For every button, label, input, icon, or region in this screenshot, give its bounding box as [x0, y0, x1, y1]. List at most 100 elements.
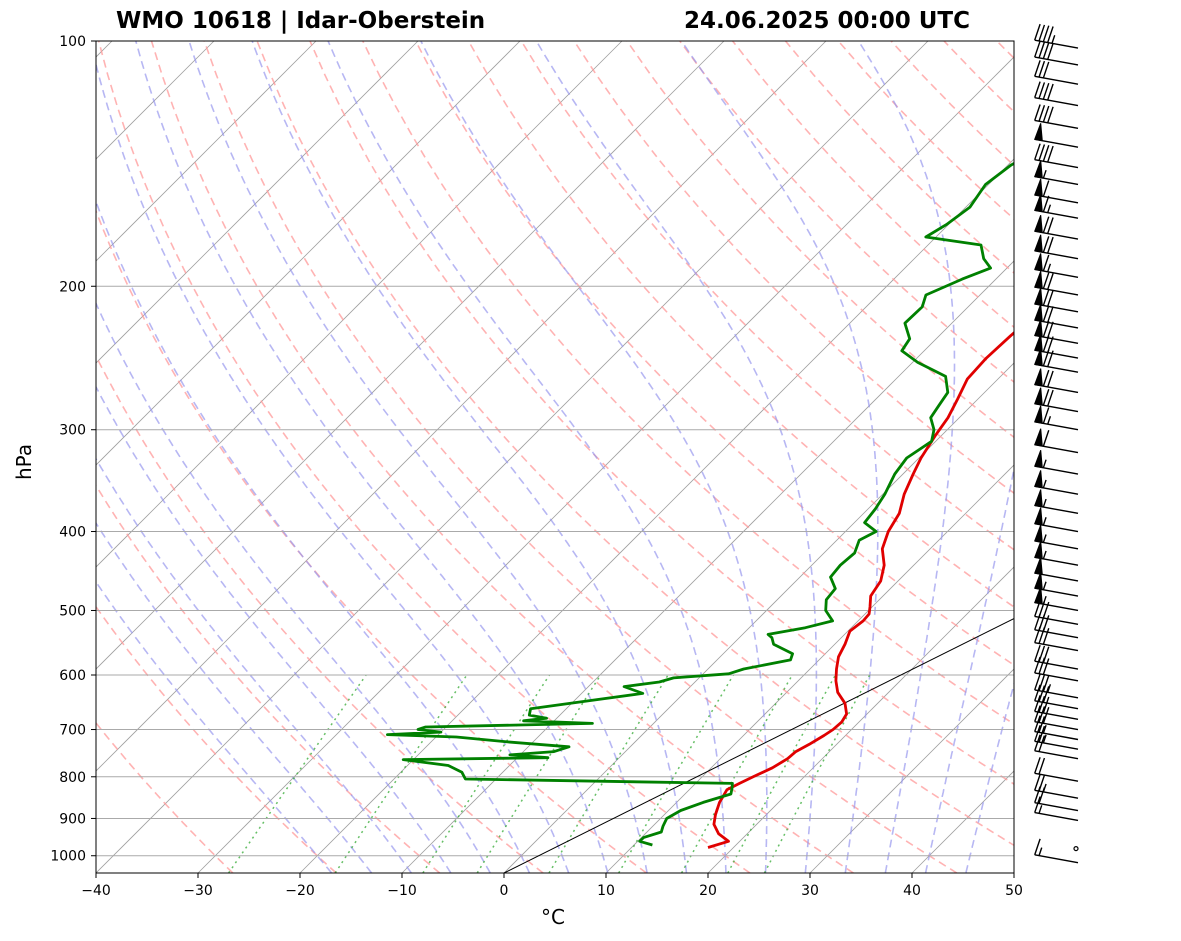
x-tick-label: −20 [285, 883, 315, 899]
barb-full [1038, 674, 1046, 691]
dry-adiabat [96, 208, 647, 873]
barb-half [1042, 581, 1047, 590]
y-axis-ticks: 100 200 300 400 500 600 700 800 900 1000 [50, 34, 96, 865]
barb-flag [1034, 348, 1043, 367]
barb-full [1034, 644, 1041, 662]
barb-half [1042, 479, 1047, 489]
barb-full [1042, 289, 1050, 306]
barb-half [1042, 169, 1047, 179]
moist-adiabat [96, 580, 333, 873]
wind-barb [1034, 524, 1079, 550]
wind-barb [1034, 368, 1079, 394]
barb-flag [1034, 489, 1043, 508]
barb-full [1042, 145, 1050, 162]
wind-barb [1034, 684, 1079, 710]
wind-barb [1034, 470, 1079, 495]
barb-shaft [1034, 740, 1079, 750]
barb-full [1047, 389, 1054, 407]
barb-full [1042, 272, 1050, 289]
dewpoint-line [386, 161, 1014, 847]
barb-flag [1034, 160, 1043, 179]
wind-barb [1034, 673, 1079, 699]
barb-full [1042, 369, 1050, 387]
barb-full [1047, 321, 1054, 339]
moist-adiabat [96, 521, 373, 873]
x-tick-label: −40 [81, 883, 111, 899]
moist-adiabat [535, 41, 818, 873]
x-tick-label: −10 [387, 883, 417, 899]
dry-adiabat [943, 41, 1014, 113]
barb-full [1034, 774, 1041, 791]
dry-adiabat [784, 41, 1014, 274]
x-axis-label: °C [541, 905, 565, 929]
barb-full [1038, 82, 1046, 99]
wind-barb [1034, 734, 1079, 760]
barb-shaft [1034, 689, 1079, 699]
barb-full [1038, 716, 1046, 733]
isotherm [911, 770, 1014, 873]
barb-full [1034, 757, 1041, 774]
dry-adiabat [96, 484, 441, 873]
wind-barb [1034, 234, 1079, 260]
mixing-ratio-line [334, 674, 468, 873]
barb-half [1042, 550, 1047, 560]
barb-full [1047, 145, 1054, 163]
dry-adiabat [150, 41, 854, 873]
y-tick-label: 400 [59, 525, 86, 541]
barb-full [1042, 305, 1050, 322]
barb-full [1047, 83, 1054, 101]
barb-full [1047, 306, 1054, 323]
isotherm [197, 56, 1014, 873]
barb-half [1047, 684, 1052, 693]
y-tick-label: 600 [59, 668, 86, 684]
calm-circle [1073, 845, 1079, 852]
barb-flag [1034, 234, 1043, 253]
barb-flag [1034, 270, 1043, 290]
wind-barb [1034, 319, 1079, 345]
barb-shaft [1034, 750, 1079, 760]
barb-full [1038, 41, 1046, 59]
barb-shaft [1034, 96, 1079, 107]
barb-full [1034, 684, 1041, 702]
moist-adiabat [680, 41, 879, 873]
y-tick-label: 200 [59, 279, 86, 295]
wind-barb [1034, 757, 1079, 782]
barb-flag [1034, 303, 1043, 323]
barb-full [1034, 705, 1041, 722]
dry-adiabat [96, 605, 337, 873]
dry-adiabat [97, 41, 751, 873]
barb-half [1038, 805, 1043, 814]
barb-half [1047, 204, 1052, 213]
barb-flag [1034, 214, 1043, 234]
mixing-ratio-line [548, 674, 669, 873]
y-tick-label: 1000 [50, 849, 86, 865]
barb-half [1042, 724, 1047, 734]
barb-full [1042, 180, 1050, 197]
barb-full [1042, 407, 1050, 424]
barb-half [1042, 734, 1047, 744]
moist-adiabat [96, 61, 570, 873]
x-tick-label: 20 [699, 883, 717, 899]
wind-barb [1034, 774, 1079, 799]
barb-flag [1034, 368, 1043, 387]
wind-barb [1034, 40, 1079, 66]
barb-full [1038, 60, 1046, 78]
barb-half [1051, 35, 1056, 44]
barb-shaft [1034, 642, 1079, 652]
y-tick-label: 700 [59, 723, 86, 739]
isotherm [96, 41, 521, 466]
isobar-gridlines [96, 40, 1014, 857]
wind-barb [1034, 705, 1079, 731]
mixing-ratio-line [763, 674, 871, 873]
barb-flag [1034, 541, 1043, 560]
wind-barb [1034, 123, 1079, 148]
barb-full [1038, 706, 1046, 723]
barb-full [1034, 673, 1041, 691]
barb-shaft [1034, 615, 1079, 626]
wind-barb [1073, 845, 1079, 852]
barb-full [1034, 796, 1041, 813]
x-axis-ticks: −40 −30 −20 −10 0 10 20 30 40 50 [81, 873, 1023, 899]
barb-flag [1034, 387, 1043, 406]
barb-full [1042, 658, 1050, 675]
barb-half [1047, 415, 1052, 425]
